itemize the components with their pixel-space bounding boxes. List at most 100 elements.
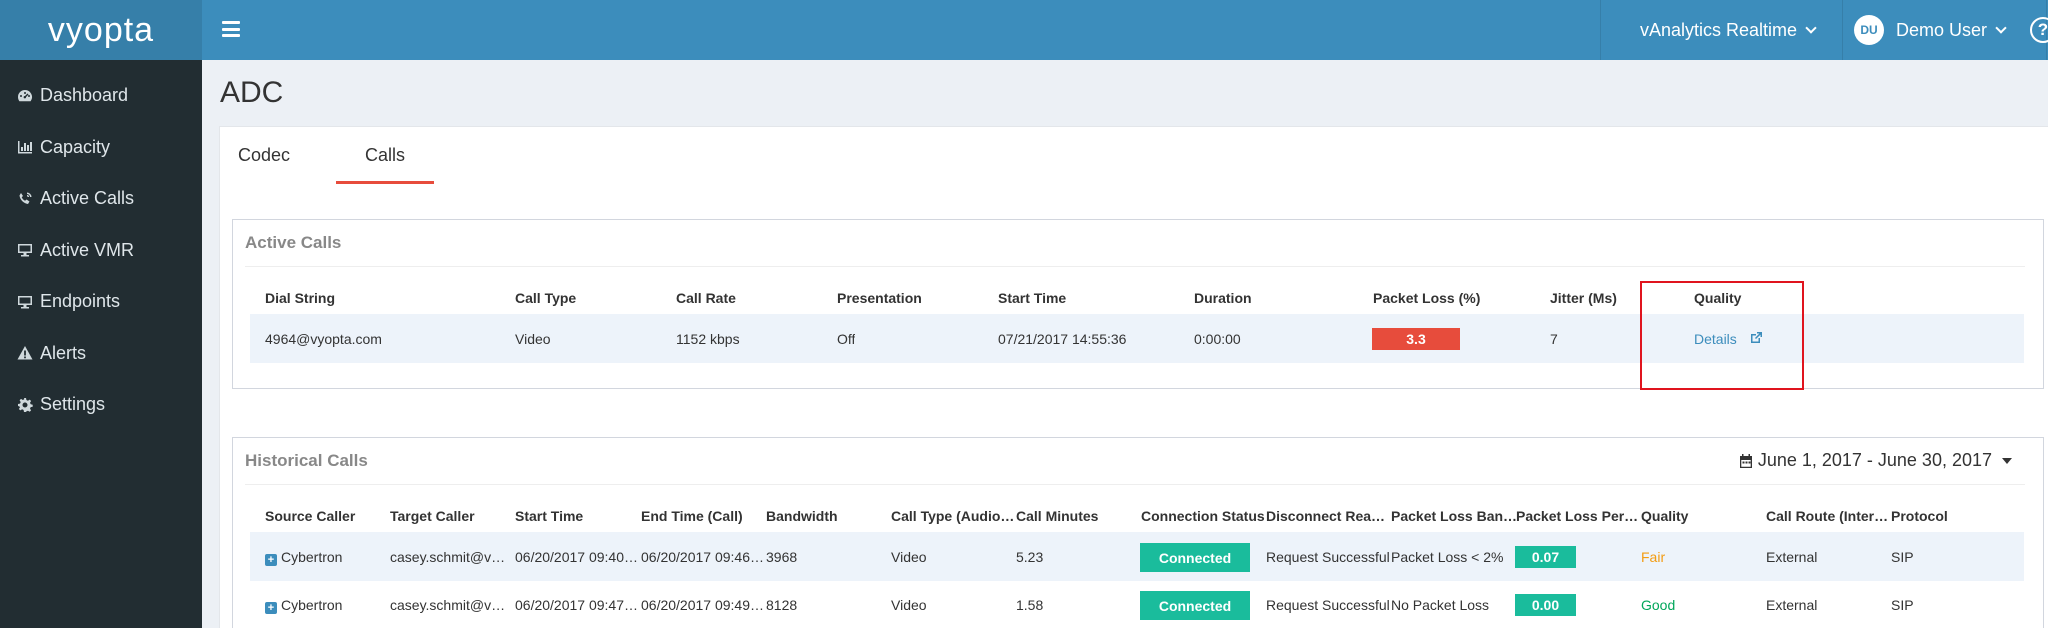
brand-text: vyopta bbox=[47, 10, 155, 49]
column-header[interactable]: Jitter (Ms) bbox=[1550, 290, 1617, 306]
disconnect-reason-cell: Request Successful bbox=[1266, 549, 1390, 565]
jitter-cell: 7 bbox=[1550, 331, 1558, 347]
menu-toggle-icon[interactable] bbox=[220, 18, 242, 40]
column-header[interactable]: Connection Status bbox=[1141, 508, 1265, 524]
dial-string-cell: 4964@vyopta.com bbox=[265, 331, 382, 347]
historical-calls-title: Historical Calls bbox=[245, 451, 368, 470]
divider bbox=[245, 266, 2025, 267]
source-caller-label: Cybertron bbox=[281, 549, 343, 565]
expand-row-icon[interactable]: + bbox=[265, 554, 277, 566]
call-type-cell: Video bbox=[515, 331, 551, 347]
column-header[interactable]: Protocol bbox=[1891, 508, 1948, 524]
sidebar-item-active-vmr[interactable]: Active VMR bbox=[0, 225, 202, 277]
topbar: vAnalytics Realtime DU Demo User ? bbox=[202, 0, 2048, 60]
sidebar-item-capacity[interactable]: Capacity bbox=[0, 122, 202, 174]
packet-loss-band-cell: Packet Loss < 2% bbox=[1391, 549, 1504, 565]
column-header[interactable]: Call Rate bbox=[676, 290, 736, 306]
connection-status-badge: Connected bbox=[1140, 543, 1250, 572]
page-title: ADC bbox=[220, 76, 284, 109]
sidebar-item-endpoints[interactable]: Endpoints bbox=[0, 276, 202, 328]
active-calls-title: Active Calls bbox=[245, 233, 342, 252]
column-header[interactable]: Start Time bbox=[998, 290, 1067, 306]
desktop-icon bbox=[16, 241, 34, 259]
divider bbox=[1842, 0, 1843, 60]
column-header[interactable]: Bandwidth bbox=[766, 508, 838, 524]
product-menu[interactable]: vAnalytics Realtime bbox=[1640, 0, 1817, 60]
call-minutes-cell: 5.23 bbox=[1016, 549, 1044, 565]
column-header[interactable]: Quality bbox=[1641, 508, 1689, 524]
sidebar-item-label: Endpoints bbox=[40, 291, 121, 312]
details-link-label: Details bbox=[1694, 331, 1737, 347]
call-minutes-cell: 1.58 bbox=[1016, 597, 1044, 613]
column-header[interactable]: Call Route (Inter… bbox=[1766, 508, 1889, 524]
column-header[interactable]: Packet Loss Per… bbox=[1516, 508, 1639, 524]
caret-down-icon bbox=[2002, 457, 2012, 464]
column-header[interactable]: Packet Loss Ban… bbox=[1391, 508, 1518, 524]
table-row[interactable] bbox=[250, 581, 2024, 628]
column-header[interactable]: Duration bbox=[1194, 290, 1252, 306]
quality-details-link[interactable]: Details bbox=[1694, 331, 1763, 347]
tab-label: Calls bbox=[364, 145, 405, 165]
start-time-cell: 06/20/2017 09:40… bbox=[515, 549, 638, 565]
call-route-cell: External bbox=[1766, 549, 1818, 565]
column-header[interactable]: Packet Loss (%) bbox=[1373, 290, 1481, 306]
presentation-cell: Off bbox=[837, 331, 856, 347]
desktop-icon bbox=[16, 293, 34, 311]
source-caller-cell[interactable]: + Cybertron bbox=[265, 549, 385, 566]
column-header[interactable]: Call Minutes bbox=[1016, 508, 1099, 524]
brand-logo[interactable]: vyopta bbox=[0, 0, 202, 60]
column-header[interactable]: Quality bbox=[1694, 290, 1742, 306]
column-header[interactable]: Start Time bbox=[515, 508, 584, 524]
source-caller-label: Cybertron bbox=[281, 597, 343, 613]
active-tab-indicator bbox=[336, 181, 434, 184]
sidebar-item-label: Alerts bbox=[40, 342, 87, 363]
column-header[interactable]: Target Caller bbox=[390, 508, 475, 524]
product-menu-label: vAnalytics Realtime bbox=[1640, 19, 1798, 40]
protocol-cell: SIP bbox=[1891, 549, 1914, 565]
protocol-cell: SIP bbox=[1891, 597, 1914, 613]
sidebar-item-label: Active VMR bbox=[40, 239, 135, 260]
column-header[interactable]: Call Type bbox=[515, 290, 577, 306]
column-header[interactable]: Source Caller bbox=[265, 508, 356, 524]
source-caller-cell[interactable]: + Cybertron bbox=[265, 597, 385, 614]
sidebar-item-settings[interactable]: Settings bbox=[0, 379, 202, 431]
tab-calls[interactable]: Calls bbox=[336, 126, 434, 184]
duration-cell: 0:00:00 bbox=[1194, 331, 1241, 347]
target-caller-cell: casey.schmit@vy… bbox=[390, 597, 512, 613]
end-time-cell: 06/20/2017 09:49… bbox=[641, 597, 764, 613]
column-header[interactable]: End Time (Call) bbox=[641, 508, 743, 524]
call-rate-cell: 1152 kbps bbox=[676, 331, 740, 347]
calendar-icon bbox=[1739, 453, 1752, 468]
call-type-cell: Video bbox=[891, 549, 927, 565]
column-header[interactable]: Dial String bbox=[265, 290, 336, 306]
target-caller-cell: casey.schmit@vy… bbox=[390, 549, 512, 565]
packet-loss-percent-badge: 0.00 bbox=[1515, 594, 1576, 616]
warning-icon bbox=[16, 344, 34, 362]
call-type-cell: Video bbox=[891, 597, 927, 613]
expand-row-icon[interactable]: + bbox=[265, 602, 277, 614]
tab-codec[interactable]: Codec bbox=[238, 126, 318, 184]
sidebar-item-alerts[interactable]: Alerts bbox=[0, 328, 202, 380]
packet-loss-badge: 3.3 bbox=[1372, 328, 1460, 350]
quality-highlight-box bbox=[1640, 281, 1804, 390]
column-header[interactable]: Disconnect Rea… bbox=[1266, 508, 1386, 524]
date-range-picker[interactable]: June 1, 2017 - June 30, 2017 bbox=[1738, 450, 2012, 471]
sidebar-item-active-calls[interactable]: Active Calls bbox=[0, 173, 202, 225]
column-header[interactable]: Presentation bbox=[837, 290, 922, 306]
phone-volume-icon bbox=[16, 190, 34, 208]
column-header[interactable]: Call Type (Audio… bbox=[891, 508, 1015, 524]
sidebar-item-dashboard[interactable]: Dashboard bbox=[0, 70, 202, 122]
sidebar-item-label: Dashboard bbox=[40, 85, 129, 106]
table-row[interactable] bbox=[250, 532, 2024, 581]
quality-cell: Good bbox=[1641, 597, 1676, 613]
table-row[interactable] bbox=[250, 314, 2024, 363]
sidebar-item-label: Capacity bbox=[40, 136, 111, 157]
user-menu[interactable]: DU Demo User bbox=[1854, 0, 2007, 60]
end-time-cell: 06/20/2017 09:46… bbox=[641, 549, 764, 565]
sidebar-item-label: Settings bbox=[40, 394, 106, 415]
sidebar-nav: Dashboard Capacity Active Calls Active V… bbox=[0, 60, 202, 431]
chevron-down-icon bbox=[1805, 22, 1817, 34]
help-icon[interactable]: ? bbox=[2030, 17, 2048, 43]
bar-chart-icon bbox=[16, 138, 34, 156]
